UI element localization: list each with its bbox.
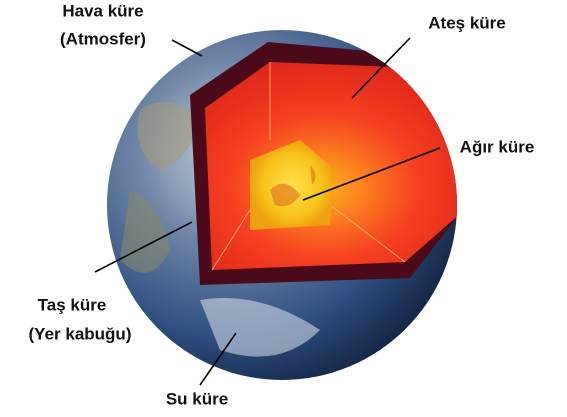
- cutaway: [190, 42, 470, 285]
- label: Taş küre: [38, 295, 107, 314]
- label: Ağır küre: [460, 137, 535, 156]
- sublabel: (Yer kabuğu): [29, 324, 132, 343]
- leader-line: [172, 40, 202, 56]
- label: Ateş küre: [428, 13, 505, 32]
- diagram: Hava küre (Atmosfer) Ateş küre Ağır küre…: [0, 0, 567, 417]
- sublabel: (Atmosfer): [60, 29, 146, 48]
- label: Su küre: [166, 389, 228, 408]
- globe: [107, 30, 470, 380]
- label: Hava küre: [62, 1, 143, 20]
